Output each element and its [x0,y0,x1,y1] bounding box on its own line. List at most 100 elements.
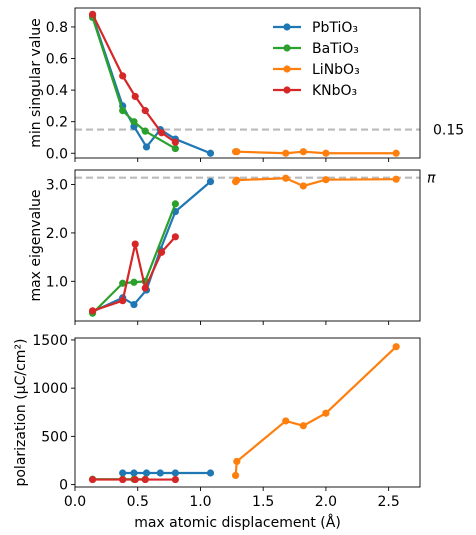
series-line [234,177,397,188]
y-axis-label: min singular value [28,18,44,148]
data-point [142,143,151,151]
data-point [206,149,215,157]
data-point [88,10,97,18]
legend-swatch-marker [283,86,291,94]
data-point [131,475,139,484]
data-point [157,248,166,256]
series-line [92,180,212,313]
legend-swatch-marker [283,65,291,73]
data-point [131,92,139,101]
reference-line-label: 0.15 [433,123,464,139]
legend-label: PbTiO₃ [312,20,358,36]
series-line [91,203,177,315]
series-pbtio3 [88,178,215,316]
y-tick-label: 2.0 [46,226,68,242]
legend-entry: BaTiO₃ [273,41,359,57]
y-axis-label: max eigenvalue [28,189,44,301]
series-knbo3 [88,475,179,484]
data-point [206,178,215,186]
data-point [131,240,139,248]
y-tick-label: 1000 [32,381,68,397]
y-tick-label: 1500 [32,333,68,349]
legend-label: KNbO₃ [312,83,357,99]
data-point [88,307,97,315]
y-tick-label: 0.2 [46,115,68,131]
x-tick-label: 1.0 [189,494,211,510]
series-linbo3 [231,174,400,190]
data-point [282,417,290,425]
legend-entry: KNbO₃ [273,83,357,99]
series-line [234,345,397,476]
data-point [233,148,241,156]
data-point [141,107,149,115]
y-tick-label: 1.0 [46,274,68,290]
data-point [130,300,138,309]
data-point [157,129,166,137]
y-tick-label: 0.4 [46,83,68,99]
reference-line-label: π [427,171,436,187]
data-point [171,138,179,146]
data-point [171,469,179,477]
data-point [119,469,127,477]
legend-label: LiNbO₃ [312,62,360,78]
y-tick-label: 0 [59,478,68,494]
data-point [130,278,138,286]
data-point [282,149,290,157]
data-point [141,284,149,292]
legend-label: BaTiO₃ [312,41,359,57]
axes-frame [74,7,421,159]
series-batio3 [88,200,179,317]
y-axis-label: polarization (μC/cm²) [13,338,29,486]
panel-3: 0 500 1000 1500 0.0 0.5 1.0 1.5 2.0 2.5 polarizati… [13,333,421,531]
axes-frame [74,337,421,488]
series-knbo3 [88,10,179,146]
legend-swatch-marker [283,44,291,52]
data-point [231,471,240,480]
data-point [233,176,241,184]
series-linbo3 [231,343,400,480]
y-tick-label: 500 [41,429,68,445]
data-point [282,174,290,182]
series-linbo3 [231,148,400,157]
series-pbtio3 [119,469,215,477]
data-point [156,469,164,477]
y-tick-label: 0.6 [46,52,68,68]
x-axis-label: max atomic displacement (Å) [134,514,341,531]
data-point [171,475,179,484]
data-point [171,144,179,153]
series-line [91,15,211,155]
data-point [119,279,127,287]
data-point [171,200,179,208]
data-point [130,469,138,477]
data-point [88,475,97,484]
series-knbo3 [88,233,179,315]
data-point [322,409,330,417]
data-point [130,118,138,126]
data-point [206,469,215,477]
x-tick-label: 0.0 [64,494,86,510]
y-tick-label: 0.8 [46,20,68,36]
data-point [299,148,307,156]
data-point [392,149,400,157]
x-tick-label: 1.5 [252,494,274,510]
y-tick-label: 0.0 [46,146,68,162]
series-batio3 [88,13,179,153]
data-point [322,176,330,184]
data-point [142,469,151,477]
data-point [119,297,127,305]
legend-swatch-marker [283,23,291,31]
data-point [119,107,127,115]
x-tick-label: 2.5 [378,494,400,510]
data-point [119,72,127,80]
data-point [141,127,149,135]
data-point [392,175,400,183]
data-point [119,475,127,484]
x-tick-label: 2.0 [315,494,337,510]
data-point [299,422,307,430]
series-line [235,150,397,155]
x-tick-label: 0.5 [127,494,149,510]
y-tick-label: 3.0 [46,178,68,194]
data-point [171,233,179,241]
